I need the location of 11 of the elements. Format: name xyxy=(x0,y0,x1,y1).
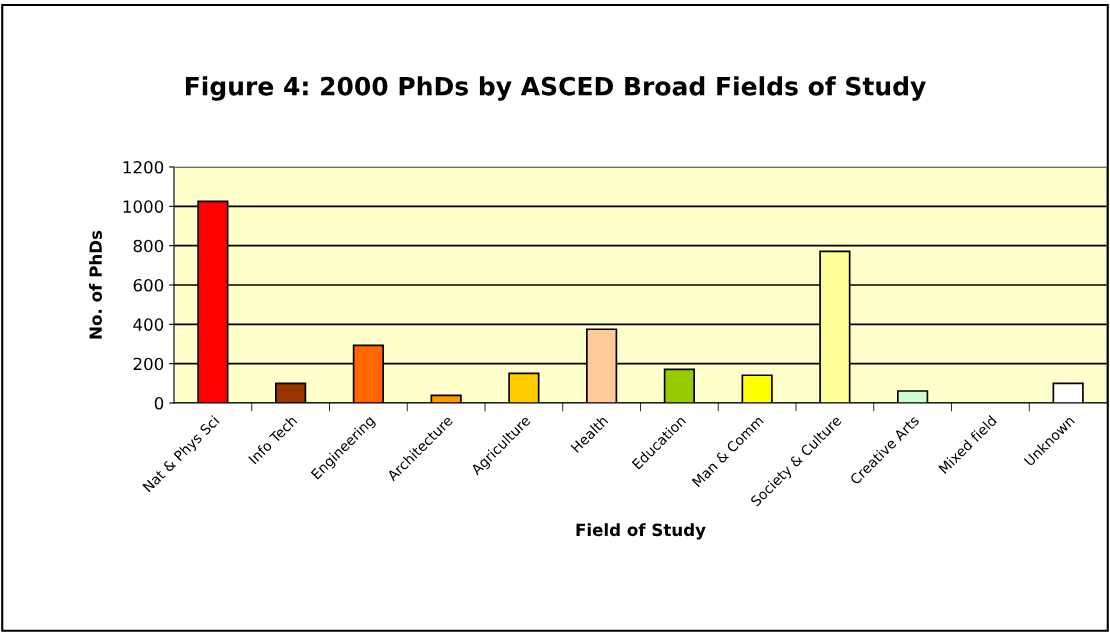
y-tick-label: 400 xyxy=(133,318,164,331)
y-tick-label: 200 xyxy=(133,357,164,371)
y-axis-title: No. of PhDs xyxy=(89,230,102,339)
y-tick-label: 1200 xyxy=(123,160,164,174)
y-tick-label: 600 xyxy=(133,278,164,292)
chart-title: Figure 4: 2000 PhDs by ASCED Broad Fields of Study xyxy=(185,76,926,101)
y-tick-label: 800 xyxy=(133,239,164,253)
y-tick-label: 0 xyxy=(154,396,164,410)
x-axis-title: Field of Study xyxy=(576,523,706,540)
x-tick-label: Info Tech xyxy=(247,414,298,465)
y-tick-label: 1000 xyxy=(123,200,164,213)
